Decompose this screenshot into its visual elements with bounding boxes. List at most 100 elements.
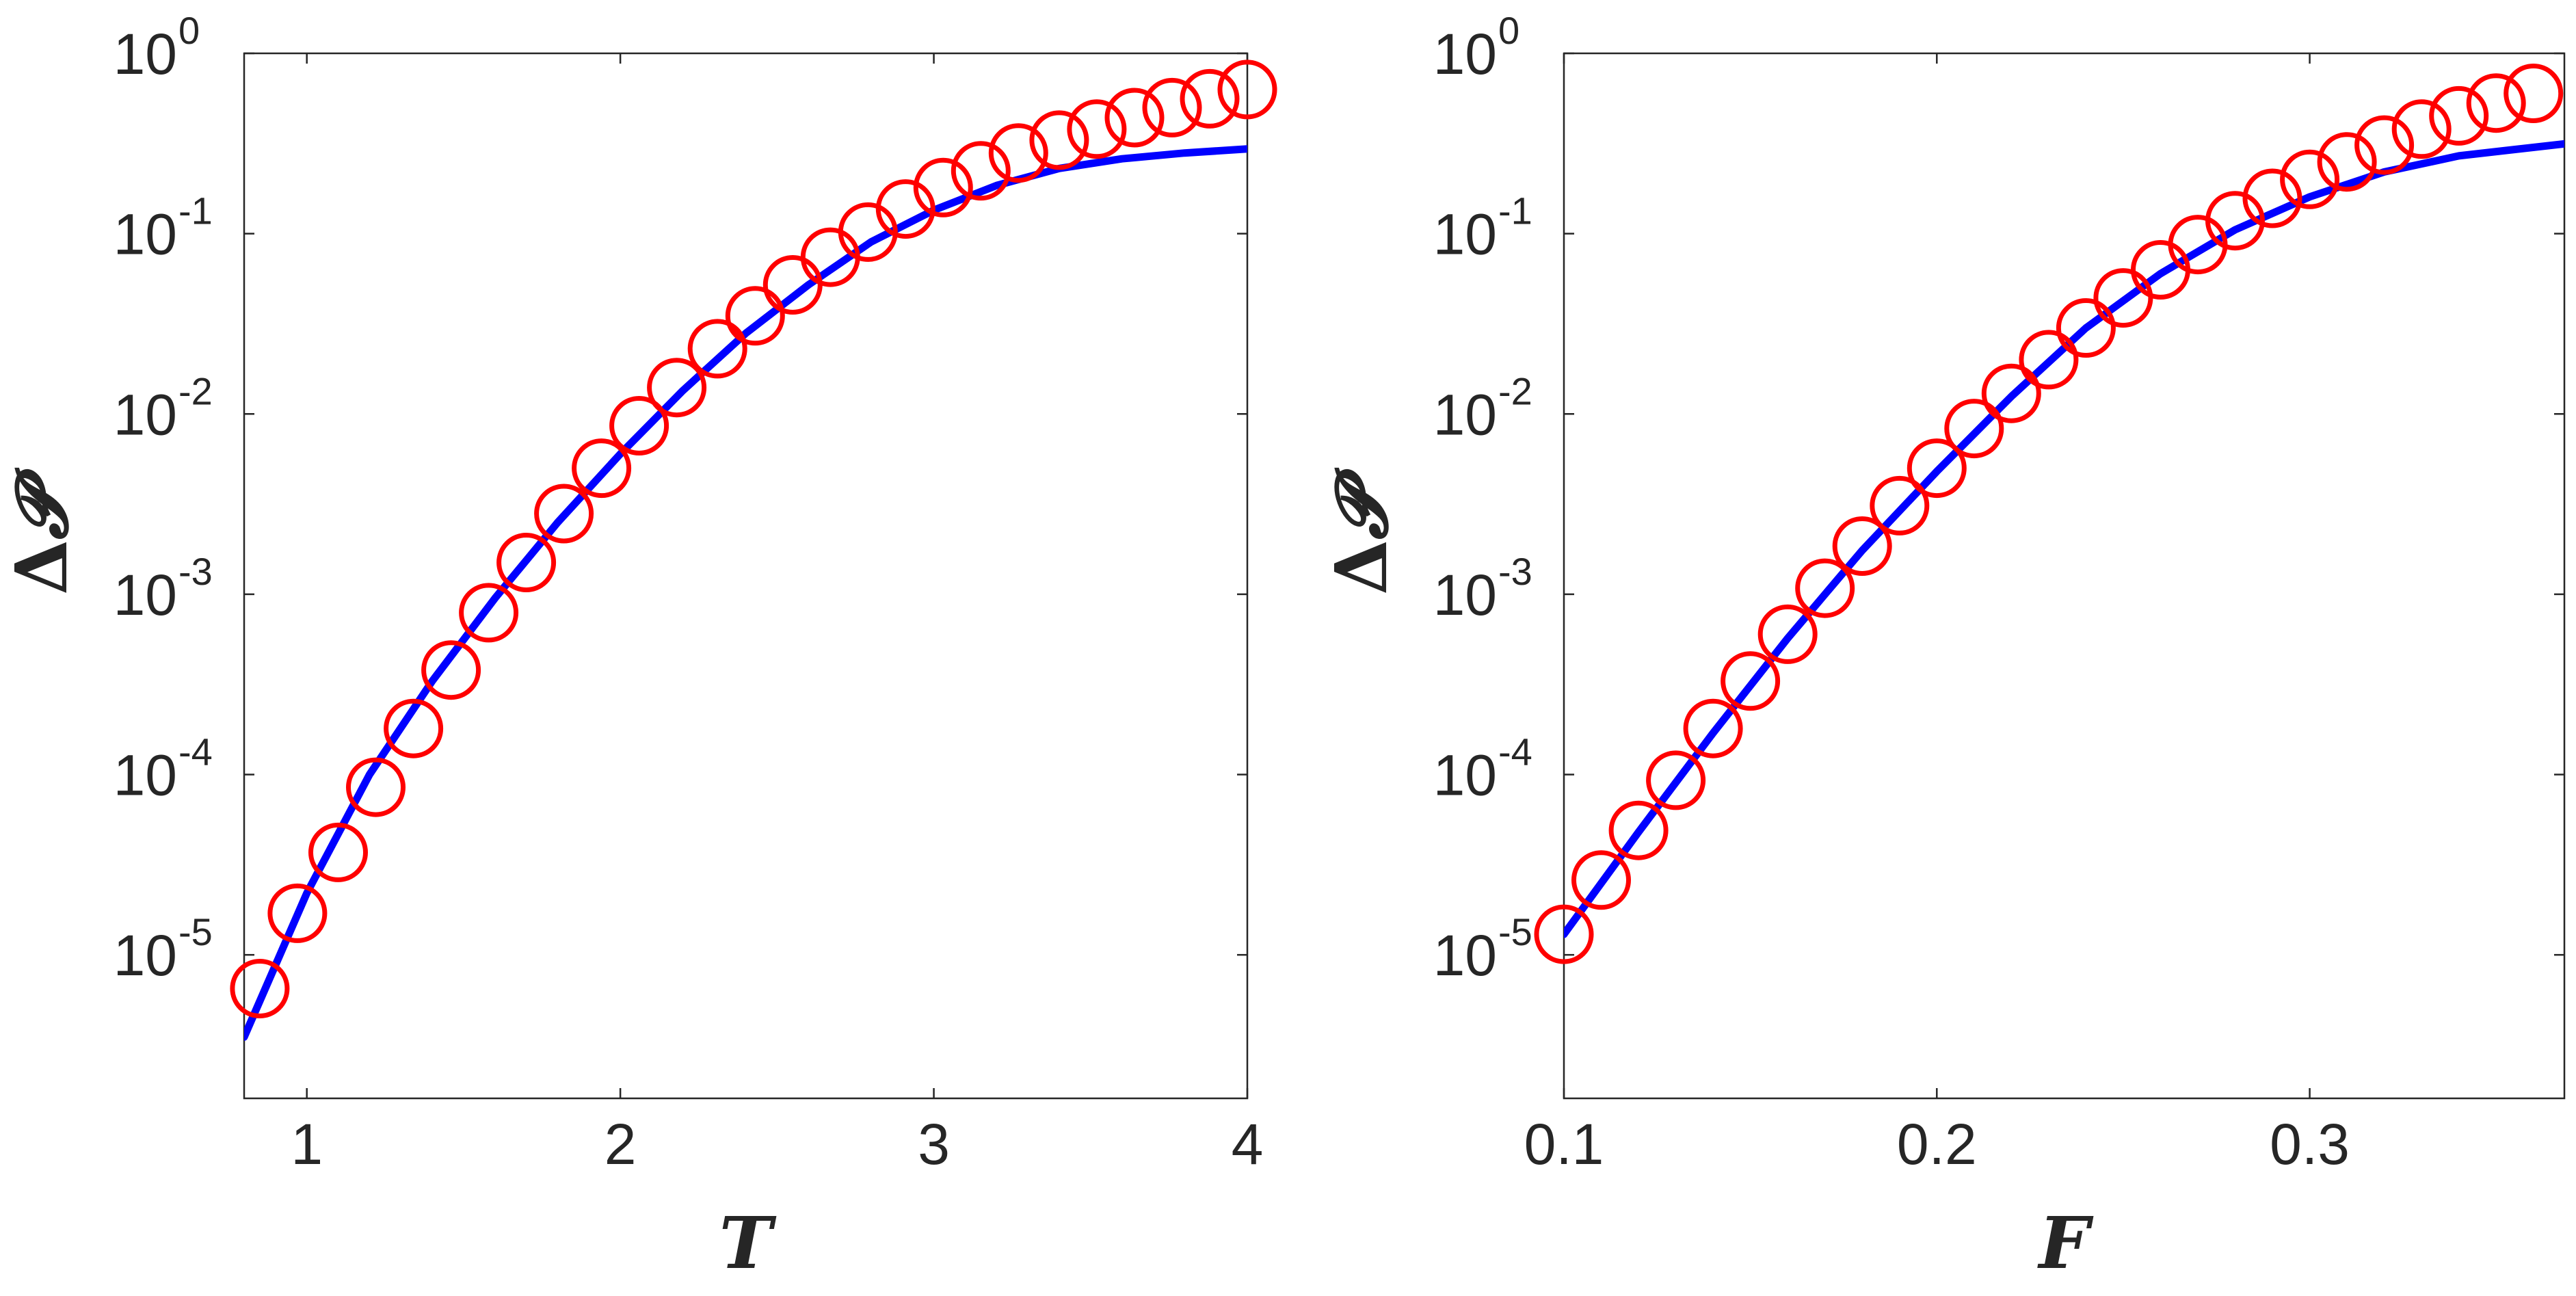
left-data-point: [572, 438, 632, 499]
left-y-tick-label: 10: [114, 202, 177, 267]
right-data-point: [2280, 149, 2340, 209]
left-y-tick-label: 10: [114, 382, 177, 447]
left-y-tick-label: 10: [114, 563, 177, 627]
right-data-point: [2391, 99, 2452, 159]
right-data-point: [2466, 73, 2526, 133]
left-x-axis-label: T: [719, 1201, 777, 1285]
right-data-point: [1571, 850, 1631, 910]
left-data-point: [346, 757, 406, 817]
left-data-point: [1217, 59, 1277, 120]
left-data-point: [267, 883, 328, 943]
right-data-point: [2242, 168, 2302, 228]
left-data-point: [384, 698, 444, 758]
left-y-tick-label: 10: [114, 22, 177, 86]
right-y-tick-label: 10: [1433, 382, 1497, 447]
left-y-tick-exponent: -5: [178, 910, 213, 953]
left-data-point: [913, 157, 973, 217]
right-data-point: [1757, 604, 1818, 664]
y-label-script: 𝓟: [1319, 467, 1403, 540]
left-data-point: [1180, 68, 1240, 129]
right-data-point: [1944, 399, 2004, 459]
right-data-point: [2205, 191, 2265, 251]
right-data-point: [1907, 438, 1967, 499]
tick-base: 10: [1433, 22, 1497, 86]
left-x-tick-label: 3: [918, 1112, 950, 1176]
right-y-tick-label: 10: [1433, 202, 1497, 267]
right-data-point: [2504, 64, 2564, 123]
tick-base: 10: [1433, 202, 1497, 267]
right-data-point: [1534, 904, 1594, 964]
tick-base: 10: [1433, 563, 1497, 627]
right-data-point: [2354, 115, 2415, 175]
right-data-point: [1721, 651, 1781, 711]
left-data-point: [496, 533, 557, 592]
right-x-tick-label: 0.3: [2270, 1112, 2350, 1176]
left-y-axis-label: Δ𝓟: [0, 467, 83, 595]
right-x-tick-label: 0.1: [1524, 1112, 1604, 1176]
left-data-point: [421, 640, 481, 700]
right-y-tick-exponent: -2: [1498, 369, 1532, 412]
left-data-point: [951, 141, 1011, 201]
right-y-tick-exponent: 0: [1498, 9, 1519, 52]
right-y-tick-label: 10: [1433, 923, 1497, 988]
left-data-point: [1029, 110, 1089, 170]
tick-base: 10: [114, 563, 177, 627]
right-data-point: [1608, 800, 1669, 860]
right-y-tick-label: 10: [1433, 22, 1497, 86]
tick-base: 10: [114, 22, 177, 86]
tick-base: 10: [114, 743, 177, 808]
left-data-point: [725, 286, 785, 346]
right-data-point: [1981, 363, 2041, 423]
tick-base: 10: [114, 202, 177, 267]
right-x-tick-label: 0.2: [1897, 1112, 1977, 1176]
right-data-point: [2317, 132, 2377, 192]
right-y-tick-label: 10: [1433, 743, 1497, 808]
tick-base: 10: [114, 382, 177, 447]
right-fit-line: [1564, 140, 2564, 938]
right-y-tick-exponent: -1: [1498, 189, 1532, 233]
tick-base: 10: [114, 923, 177, 988]
left-data-point: [1067, 99, 1127, 159]
left-data-point: [875, 179, 935, 239]
left-y-tick-exponent: 0: [178, 9, 200, 52]
left-data-point: [647, 358, 707, 418]
left-data-point: [459, 583, 519, 643]
right-axes-box: [1563, 52, 2566, 1100]
right-y-axis-label: Δ𝓟: [1319, 467, 1403, 595]
right-data-point: [1870, 475, 1930, 535]
left-x-tick-label: 1: [291, 1112, 323, 1176]
right-data-point: [2056, 298, 2116, 358]
right-data-point: [1683, 698, 1743, 758]
tick-base: 10: [1433, 923, 1497, 988]
left-y-tick-exponent: -3: [178, 550, 213, 593]
right-data-point: [1646, 750, 1706, 810]
y-label-script: 𝓟: [0, 467, 83, 540]
left-y-tick-exponent: -1: [178, 189, 213, 233]
left-data-point: [230, 959, 290, 1018]
right-data-point: [2019, 330, 2079, 390]
left-data-point: [1142, 77, 1202, 137]
left-data-point: [687, 319, 747, 379]
right-y-tick-exponent: -4: [1498, 730, 1532, 773]
left-axes-box: [243, 52, 1249, 1100]
left-x-tick-label: 4: [1232, 1112, 1264, 1176]
right-y-tick-exponent: -3: [1498, 550, 1532, 593]
y-label-delta: Δ: [0, 540, 83, 595]
left-x-tick-label: 2: [605, 1112, 637, 1176]
right-data-point: [1795, 558, 1855, 618]
left-data-point: [308, 822, 368, 882]
left-data-point: [609, 396, 669, 455]
right-y-tick-label: 10: [1433, 563, 1497, 627]
left-y-tick-exponent: -2: [178, 369, 213, 412]
right-data-point: [1832, 516, 1892, 576]
left-data-point: [534, 484, 594, 544]
tick-base: 10: [1433, 743, 1497, 808]
right-data-point: [2093, 268, 2153, 328]
left-fit-line: [244, 145, 1247, 1041]
tick-base: 10: [1433, 382, 1497, 447]
right-data-point: [2429, 85, 2489, 146]
left-data-point: [988, 123, 1048, 183]
left-data-point: [1104, 88, 1165, 148]
